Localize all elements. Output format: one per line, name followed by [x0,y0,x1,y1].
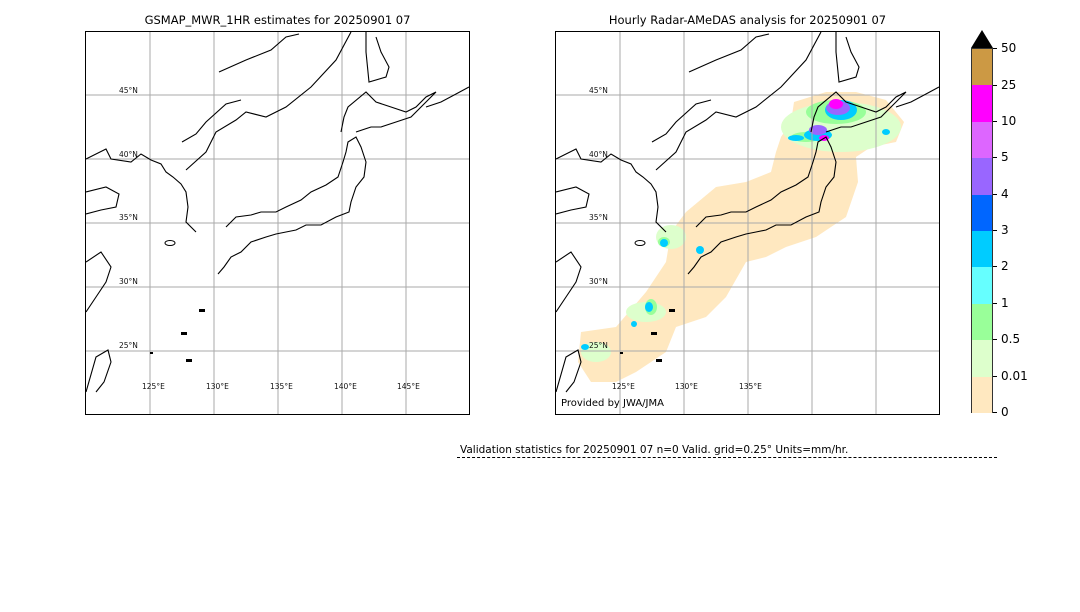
colorbar-label-1: 1 [1001,296,1009,310]
colorbar-tick [993,121,997,122]
left-map [85,31,470,415]
colorbar-seg-10-25 [972,85,992,122]
colorbar-tick [993,339,997,340]
right-lat-label-30: 30°N [589,277,608,286]
right-lat-label-40: 40°N [589,150,608,159]
right-lon-label-125: 125°E [612,382,635,391]
left-lon-label-140: 140°E [334,382,357,391]
stats-divider [457,457,997,458]
colorbar-tick [993,303,997,304]
colorbar-label-0.01: 0.01 [1001,369,1028,383]
right-lon-label-135: 135°E [739,382,762,391]
colorbar-seg-0.5-1 [972,303,992,341]
colorbar-tick [993,376,997,377]
colorbar-label-5: 5 [1001,150,1009,164]
left-map-graphics [86,32,469,414]
colorbar-seg-0.01-0.5 [972,340,992,377]
right-lon-label-130: 130°E [675,382,698,391]
validation-stats: Validation statistics for 20250901 07 n=… [460,444,849,456]
left-lat-label-40: 40°N [119,150,138,159]
left-lat-label-25: 25°N [119,341,138,350]
colorbar-tick [993,157,997,158]
colorbar-tick [993,85,997,86]
right-map-graphics [556,32,939,414]
colorbar-extend-arrow [971,30,993,48]
colorbar-tick [993,266,997,267]
data-credit: Provided by JWA/JMA [561,398,664,409]
right-lat-label-25: 25°N [589,341,608,350]
colorbar-seg-5-10 [972,121,992,159]
colorbar-seg-3-4 [972,194,992,231]
colorbar-label-2: 2 [1001,259,1009,273]
left-panel-title: GSMAP_MWR_1HR estimates for 20250901 07 [144,13,411,27]
right-map [555,31,940,415]
colorbar-label-10: 10 [1001,114,1017,128]
colorbar-label-0.5: 0.5 [1001,332,1021,346]
colorbar-tick [993,194,997,195]
colorbar [971,48,993,413]
colorbar-tick [993,48,997,49]
left-lon-label-130: 130°E [206,382,229,391]
left-lat-label-45: 45°N [119,86,138,95]
colorbar-seg-0-0.01 [972,376,992,413]
left-lon-label-125: 125°E [142,382,165,391]
right-lat-label-45: 45°N [589,86,608,95]
right-lat-label-35: 35°N [589,213,608,222]
left-lat-label-30: 30°N [119,277,138,286]
colorbar-label-3: 3 [1001,223,1009,237]
colorbar-seg-4-5 [972,158,992,195]
colorbar-tick [993,230,997,231]
colorbar-label-25: 25 [1001,78,1017,92]
left-lon-label-145: 145°E [397,382,420,391]
colorbar-seg-1-2 [972,267,992,304]
colorbar-label-4: 4 [1001,187,1009,201]
colorbar-tick [993,412,997,413]
colorbar-seg-25-50 [972,49,992,86]
colorbar-label-0: 0 [1001,405,1009,419]
right-panel-title: Hourly Radar-AMeDAS analysis for 2025090… [608,13,887,27]
left-lon-label-135: 135°E [270,382,293,391]
colorbar-label-50: 50 [1001,41,1017,55]
colorbar-seg-2-3 [972,231,992,268]
left-lat-label-35: 35°N [119,213,138,222]
